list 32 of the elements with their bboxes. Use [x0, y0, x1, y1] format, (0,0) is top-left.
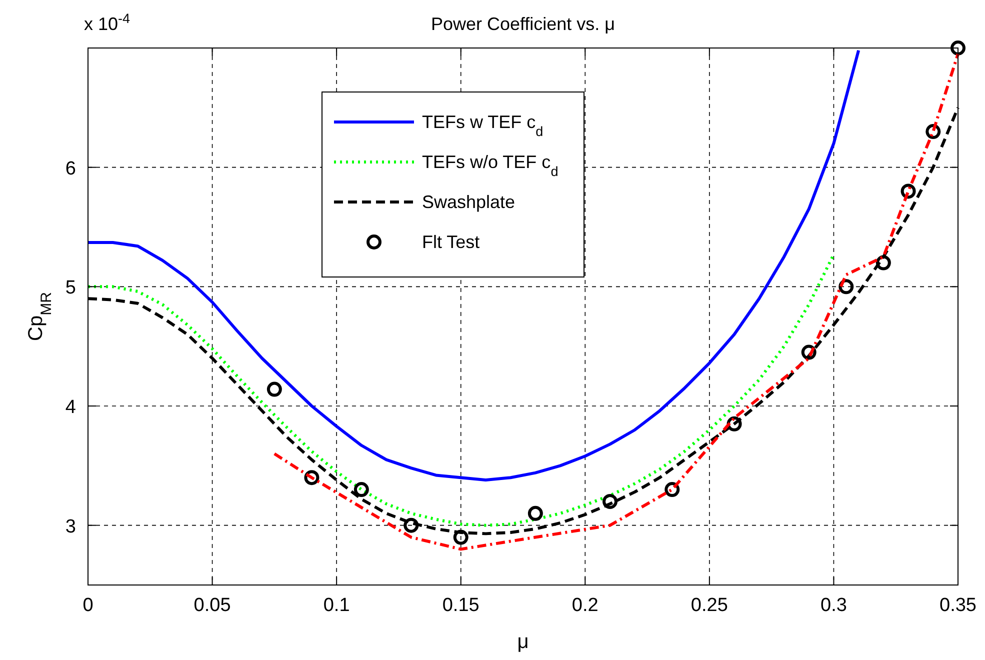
point [950, 40, 966, 56]
point [266, 382, 282, 397]
point [900, 184, 916, 199]
x-tick-label: 0.2 [572, 595, 598, 616]
text: x 10$^{-4}$ [84, 10, 131, 34]
point [602, 494, 618, 509]
legend-label: Flt Test [422, 232, 480, 252]
legend-label: TEFs w/o TEF c$_{d}$ [422, 152, 558, 178]
y-tick-label: 6 [65, 158, 76, 180]
point [926, 124, 941, 140]
legend-label: Swashplate [422, 192, 516, 212]
point [404, 518, 419, 533]
y-tick-label: 5 [65, 278, 76, 299]
x-tick-label: 0.35 [940, 595, 976, 616]
x-axis-title: μ [517, 631, 529, 653]
x-tick-label: 0.25 [690, 595, 728, 616]
x-tick-label: 0 [82, 595, 94, 616]
point [876, 255, 891, 270]
chart-title: Power Coefficient vs. μ [430, 14, 616, 34]
point [453, 530, 468, 545]
line-series [88, 48, 860, 482]
point [354, 482, 369, 498]
legend-label: TEFs w TEF c$_{d}$ [422, 112, 544, 138]
point [528, 506, 543, 521]
y-tick-label: 4 [65, 397, 76, 418]
x-tick-label: 0.15 [442, 595, 480, 616]
x-tick-label: 0.3 [820, 595, 847, 616]
point [664, 482, 680, 498]
point [304, 470, 320, 486]
y-tick-label: 3 [65, 516, 76, 538]
x-tick-label: 0.1 [323, 595, 350, 616]
x-tick-label: 0.05 [194, 595, 231, 616]
